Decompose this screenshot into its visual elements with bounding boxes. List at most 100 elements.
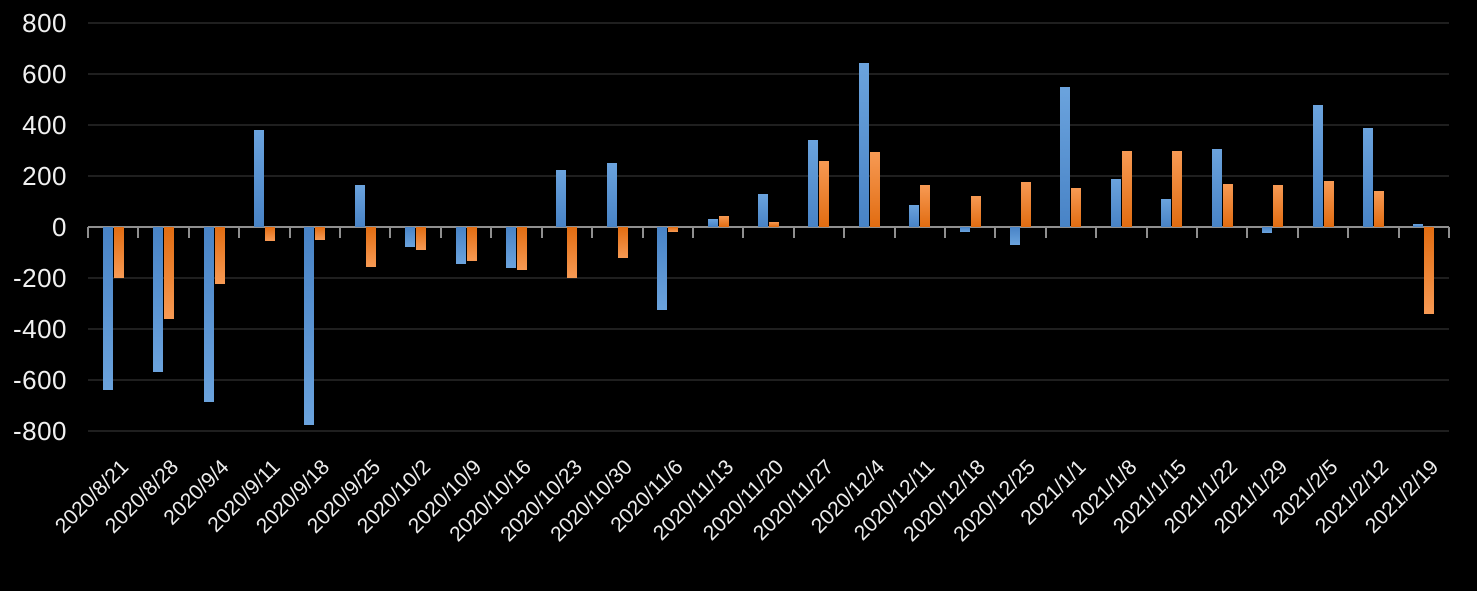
bar-blue-2020-12-4: [858, 62, 869, 227]
bar-orange-2021-1-22: [1222, 183, 1233, 228]
bar-blue-2021-1-29: [1262, 227, 1273, 234]
y-axis-tick-label: 400: [22, 110, 67, 140]
axis-tick-mark: [389, 227, 392, 238]
bar-blue-2020-10-16: [506, 227, 516, 268]
bar-blue-2020-8-21: [102, 227, 113, 391]
axis-tick-mark: [490, 227, 493, 238]
bar-blue-2020-9-11: [253, 130, 264, 227]
bar-orange-2020-8-21: [113, 227, 124, 278]
bar-orange-2020-9-18: [315, 227, 326, 240]
axis-tick-mark: [137, 227, 140, 238]
bar-orange-2020-10-9: [466, 227, 477, 262]
axis-tick-mark: [1347, 227, 1350, 238]
bar-orange-2020-8-28: [164, 227, 175, 319]
bar-blue-2020-8-28: [153, 227, 164, 373]
bar-orange-2020-9-11: [264, 227, 275, 241]
axis-tick-mark: [1296, 227, 1299, 238]
gridline: [88, 175, 1449, 177]
bar-blue-2021-2-19: [1413, 224, 1424, 227]
axis-tick-mark: [591, 227, 594, 238]
gridline: [88, 430, 1449, 432]
bar-orange-2021-2-19: [1424, 227, 1435, 314]
bar-blue-2021-2-12: [1362, 127, 1373, 227]
bar-orange-2021-2-5: [1323, 181, 1334, 227]
bar-orange-2020-10-23: [567, 227, 578, 278]
bar-orange-2020-11-6: [668, 227, 679, 233]
bar-orange-2020-9-4: [214, 227, 225, 285]
bar-orange-2021-1-8: [1121, 150, 1132, 227]
y-axis-tick-label: -600: [12, 365, 67, 395]
axis-tick-mark: [893, 227, 896, 238]
bar-blue-2021-1-8: [1110, 178, 1121, 228]
axis-tick-mark: [843, 227, 846, 238]
axis-tick-mark: [540, 227, 543, 238]
y-axis-tick-label: -200: [12, 263, 67, 293]
bar-blue-2020-12-18: [959, 227, 970, 233]
bar-orange-2020-10-2: [416, 227, 427, 250]
axis-tick-mark: [1145, 227, 1148, 238]
gridline: [88, 124, 1449, 126]
bar-blue-2020-10-9: [455, 227, 466, 264]
y-axis-tick-label: 600: [22, 59, 67, 89]
bar-orange-2020-11-20: [769, 221, 779, 227]
bar-orange-2020-12-11: [920, 184, 931, 227]
axis-tick-mark: [187, 227, 190, 238]
axis-tick-mark: [439, 227, 442, 238]
bar-blue-2020-10-2: [405, 227, 416, 248]
y-axis-tick-label: 200: [22, 161, 67, 191]
bar-orange-2020-11-13: [718, 215, 729, 227]
bar-orange-2021-1-29: [1273, 184, 1284, 227]
bar-blue-2021-1-15: [1161, 198, 1172, 227]
axis-tick-mark: [641, 227, 644, 238]
axis-tick-mark: [288, 227, 291, 238]
y-axis-tick-label: -800: [12, 416, 67, 446]
axis-tick-mark: [1397, 227, 1400, 238]
bar-orange-2020-12-4: [869, 151, 880, 227]
bar-blue-2020-11-6: [657, 227, 668, 310]
bar-orange-2020-11-27: [819, 160, 830, 227]
gridline: [88, 73, 1449, 75]
axis-tick-mark: [1246, 227, 1249, 238]
axis-tick-mark: [994, 227, 997, 238]
bar-blue-2020-9-25: [354, 184, 365, 227]
bar-orange-2020-9-25: [365, 227, 376, 267]
axis-tick-mark: [87, 227, 89, 238]
bar-blue-2020-9-4: [203, 227, 214, 402]
gridline: [88, 22, 1449, 24]
bar-orange-2020-10-30: [617, 227, 628, 258]
bar-orange-2021-2-12: [1373, 191, 1384, 227]
axis-tick-mark: [238, 227, 241, 238]
axis-tick-mark: [339, 227, 341, 238]
bar-blue-2021-2-5: [1312, 104, 1323, 227]
gridline: [88, 277, 1449, 279]
y-axis-tick-label: 0: [52, 212, 67, 242]
axis-tick-mark: [1044, 227, 1047, 238]
axis-tick-mark: [1095, 227, 1098, 238]
gridline: [88, 328, 1449, 330]
bar-blue-2020-9-18: [304, 227, 315, 425]
bar-orange-2021-1-15: [1172, 150, 1183, 227]
axis-tick-mark: [1196, 227, 1198, 238]
bar-blue-2020-11-27: [808, 140, 819, 227]
bar-blue-2020-11-20: [758, 193, 768, 227]
bar-blue-2020-12-11: [909, 205, 920, 227]
axis-tick-mark: [742, 227, 745, 238]
y-axis-tick-label: 800: [22, 8, 67, 38]
axis-tick-mark: [691, 227, 694, 238]
bar-blue-2020-12-25: [1010, 227, 1020, 245]
y-axis-tick-label: -400: [12, 314, 67, 344]
axis-tick-mark: [792, 227, 795, 238]
bar-orange-2020-12-18: [970, 196, 981, 227]
axis-tick-mark: [943, 227, 946, 238]
bar-blue-2021-1-1: [1060, 86, 1071, 228]
bar-orange-2020-10-16: [517, 227, 527, 271]
bar-blue-2020-10-30: [606, 163, 617, 228]
bar-blue-2020-11-13: [707, 219, 718, 227]
axis-tick-mark: [1448, 227, 1450, 238]
bar-orange-2021-1-1: [1071, 187, 1082, 227]
bar-blue-2020-10-23: [556, 169, 567, 227]
bar-blue-2021-1-22: [1211, 149, 1222, 227]
x-axis-line: [88, 226, 1449, 228]
gridline: [88, 379, 1449, 381]
